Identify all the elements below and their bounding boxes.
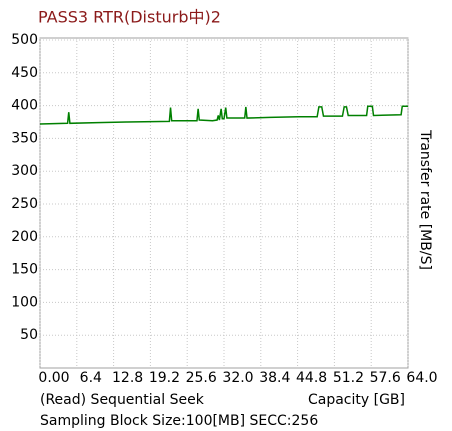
- data-line: [39, 105, 408, 125]
- x-tick-label: 6.4: [80, 370, 102, 386]
- y-tick-label: 250: [11, 196, 38, 212]
- y-tick-label: 300: [11, 163, 38, 179]
- x-tick-label: 0.00: [38, 370, 69, 386]
- y-tick-label: 150: [11, 262, 38, 278]
- chart-title: PASS3 RTR(Disturb中)2: [38, 8, 221, 27]
- x-axis-label: Capacity [GB]: [308, 392, 405, 408]
- y-tick-label: 50: [20, 327, 38, 343]
- x-tick-label: 25.6: [186, 370, 217, 386]
- y-tick-label: 500: [11, 32, 38, 48]
- y-tick-label: 100: [11, 294, 38, 310]
- x-tick-label: 64.0: [406, 370, 437, 386]
- y-tick-label: 450: [11, 65, 38, 81]
- subtitle: (Read) Sequential Seek: [40, 392, 205, 408]
- x-tick-label: 19.2: [149, 370, 180, 386]
- x-tick-label: 44.8: [296, 370, 327, 386]
- x-tick-label: 12.8: [112, 370, 143, 386]
- x-tick-label: 51.2: [333, 370, 364, 386]
- footer: Sampling Block Size:100[MB] SECC:256: [40, 413, 318, 429]
- y-axis-label: Transfer rate [MB/S]: [417, 129, 433, 270]
- y-tick-label: 400: [11, 98, 38, 114]
- x-tick-label: 57.6: [370, 370, 401, 386]
- x-tick-label: 32.0: [222, 370, 253, 386]
- y-tick-label: 350: [11, 130, 38, 146]
- x-tick-label: 38.4: [259, 370, 290, 386]
- y-tick-label: 200: [11, 229, 38, 245]
